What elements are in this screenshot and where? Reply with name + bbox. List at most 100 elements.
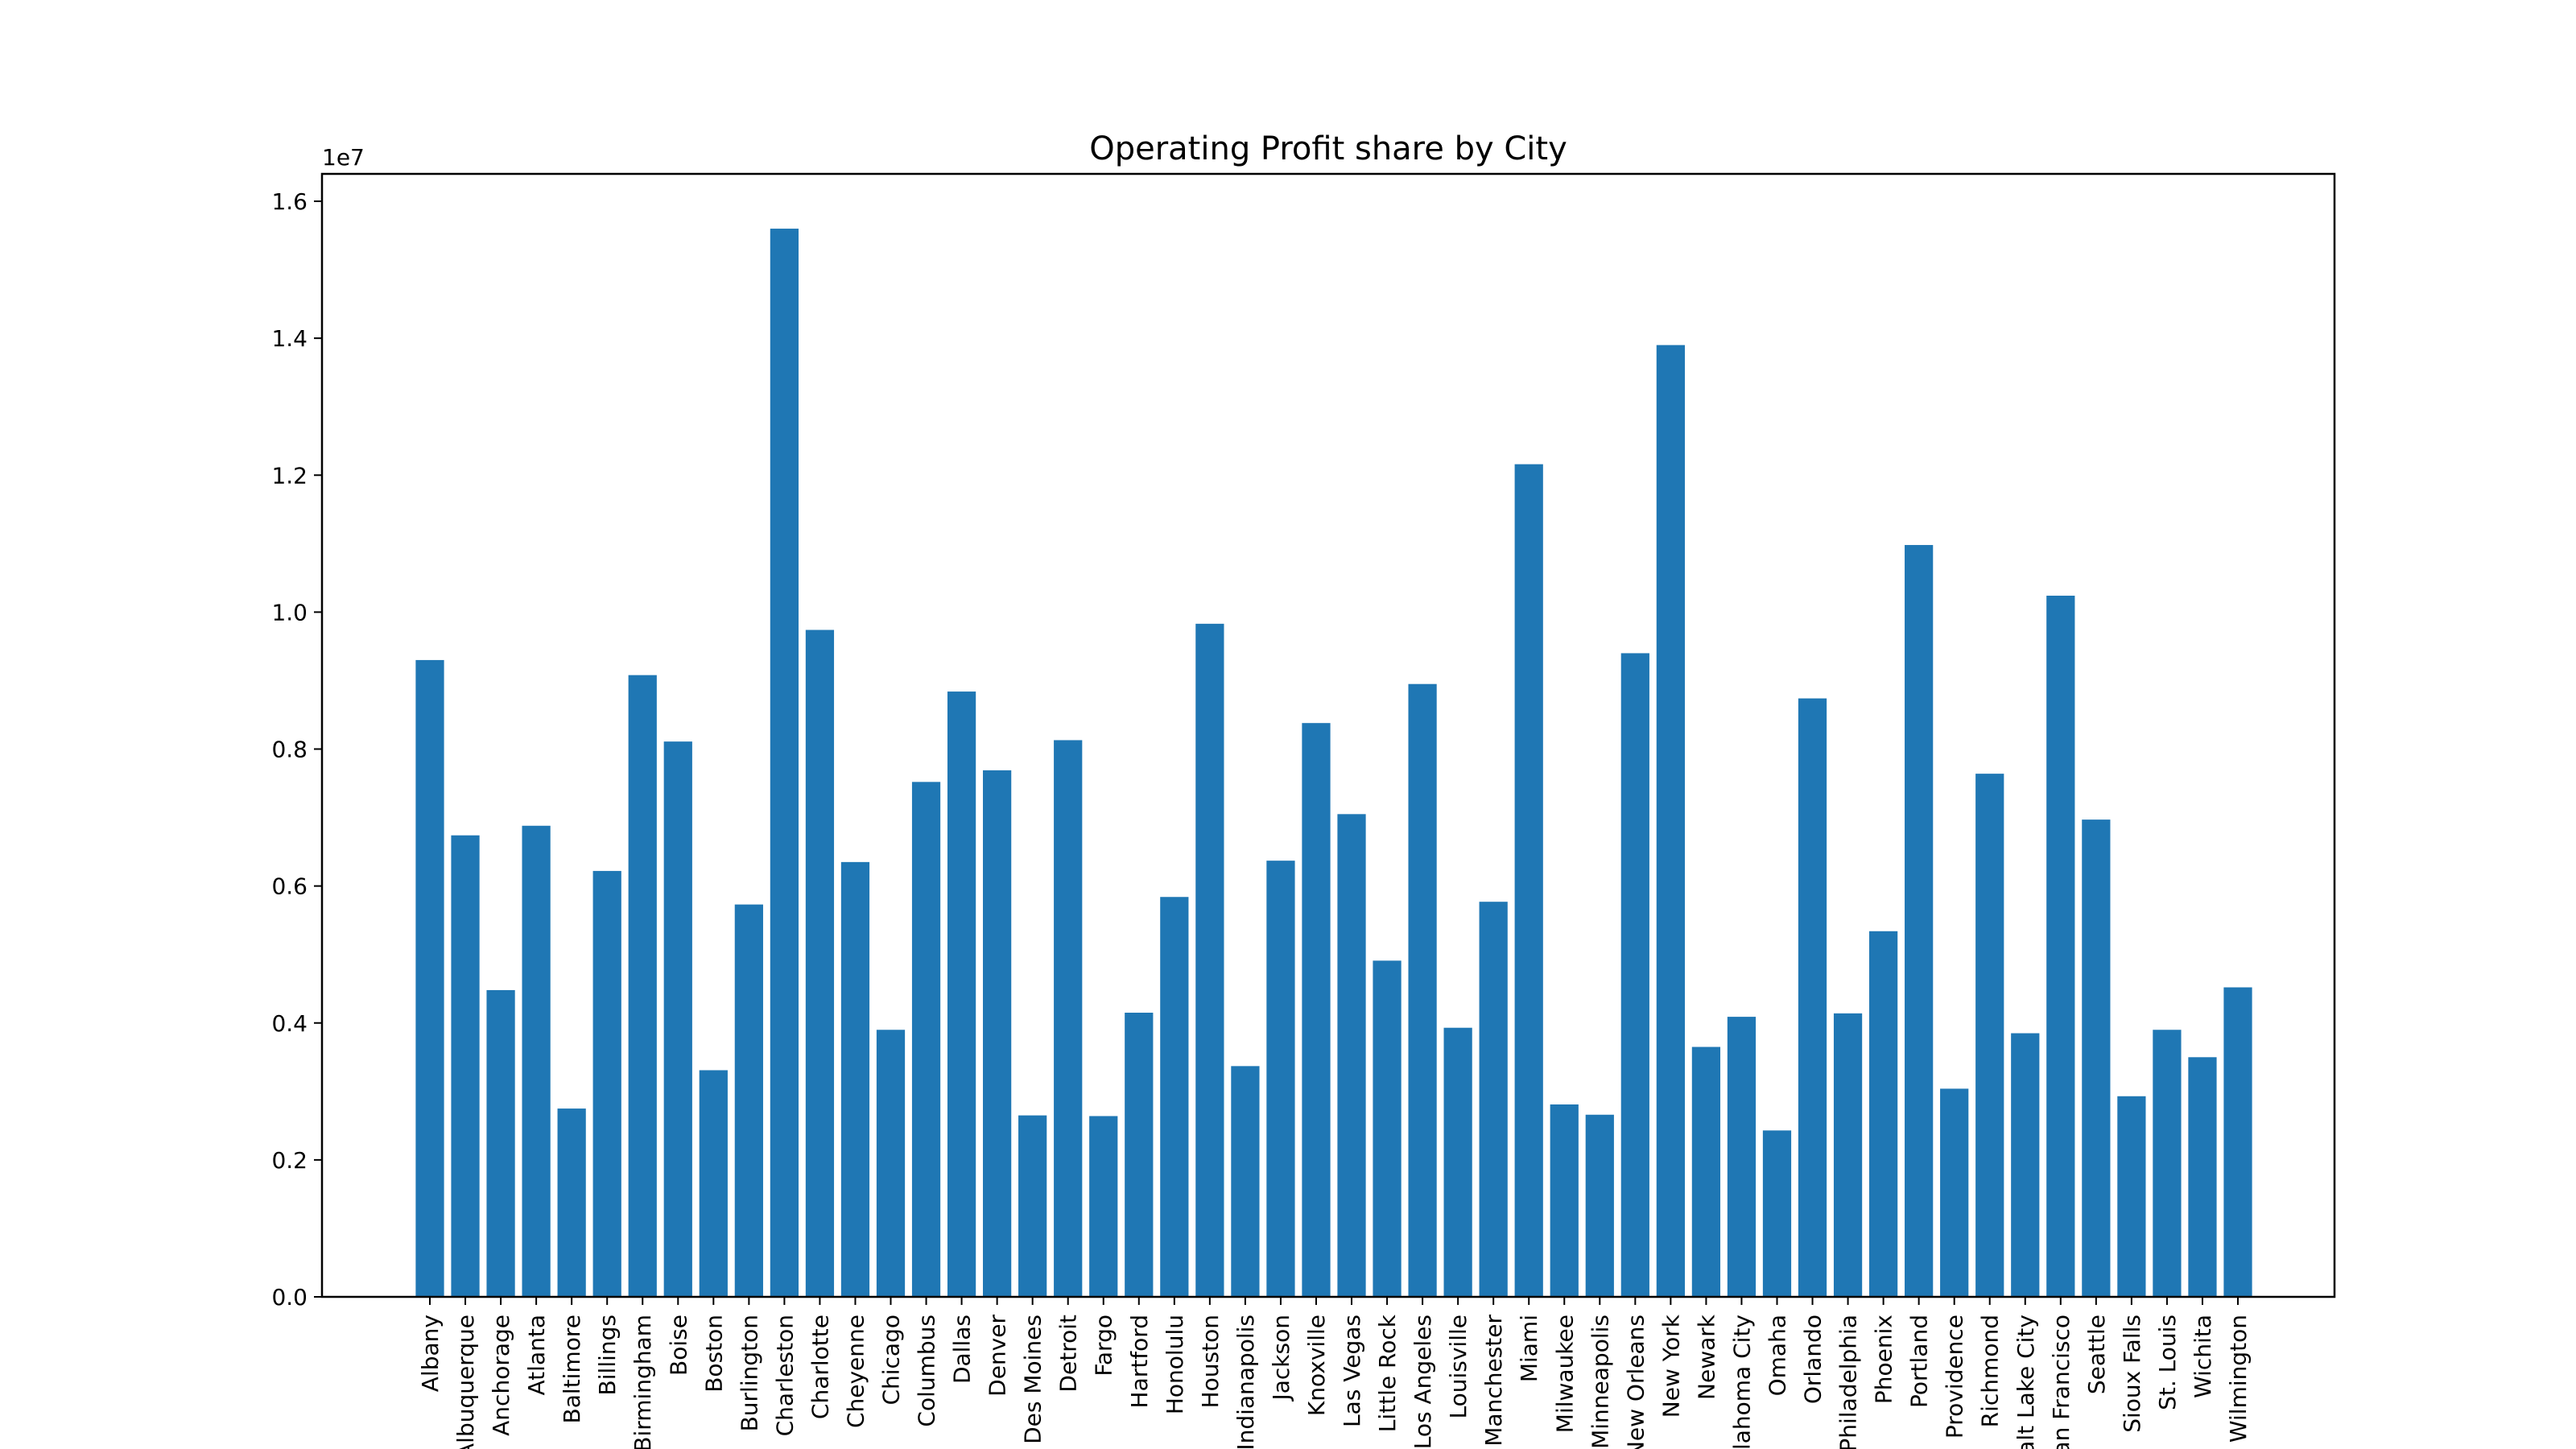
bar (911, 782, 941, 1297)
x-tick-label: Billings (594, 1315, 621, 1395)
bar (1266, 861, 1295, 1297)
x-tick-label: Dallas (949, 1315, 976, 1384)
bar (1408, 683, 1437, 1297)
bar (1479, 902, 1508, 1297)
x-tick-label: Miami (1516, 1315, 1542, 1382)
x-tick-label: Little Rock (1374, 1314, 1401, 1432)
x-tick-label: Honolulu (1162, 1315, 1188, 1414)
y-axis: 0.0 0.2 0.4 0.6 0.8 1.0 1.2 1.4 1.6 (271, 188, 322, 1311)
bar (699, 1070, 728, 1297)
bar (628, 675, 657, 1297)
bar (1762, 1130, 1792, 1297)
bar (1337, 814, 1366, 1297)
bar (1975, 774, 2004, 1297)
x-tick-label: Burlington (736, 1315, 762, 1431)
bar (1833, 1013, 1863, 1297)
x-tick-label: Detroit (1055, 1315, 1082, 1393)
x-tick-label: Albany (417, 1315, 444, 1392)
bar (1727, 1017, 1757, 1297)
bar (2223, 987, 2252, 1297)
y-tick-label: 0.2 (271, 1147, 308, 1174)
x-tick-label: Houston (1197, 1315, 1224, 1408)
bar (1089, 1116, 1118, 1297)
bar (1550, 1104, 1579, 1297)
bar (451, 835, 480, 1297)
x-tick-label: Birmingham (630, 1315, 656, 1449)
bar (1018, 1115, 1047, 1297)
bar (1054, 740, 1083, 1297)
bar (947, 691, 976, 1297)
x-tick-label: Columbus (914, 1315, 940, 1427)
bar (1160, 897, 1189, 1297)
x-tick-label: Phoenix (1871, 1315, 1897, 1404)
bar (840, 861, 870, 1297)
x-tick-label: Los Angeles (1410, 1315, 1436, 1449)
x-tick-label: Knoxville (1303, 1315, 1330, 1416)
bar (522, 825, 551, 1297)
plot-area-frame (320, 172, 2336, 1298)
x-tick-label: Denver (985, 1315, 1011, 1397)
bar (557, 1108, 586, 1297)
x-tick-label: Seattle (2083, 1315, 2110, 1394)
y-tick-label: 1.6 (271, 188, 308, 215)
bar (2082, 819, 2111, 1298)
x-tick-label: Omaha (1764, 1315, 1790, 1396)
x-tick-label: St. Louis (2154, 1315, 2181, 1410)
x-tick-label: Manchester (1480, 1315, 1507, 1447)
bar (592, 870, 621, 1297)
x-tick-label: Minneapolis (1587, 1315, 1613, 1449)
bar (1691, 1046, 1721, 1297)
y-tick-label: 0.6 (271, 873, 308, 900)
x-tick-label: Wichita (2190, 1315, 2216, 1398)
bar (1905, 545, 1934, 1297)
bar (486, 989, 515, 1297)
x-tick-label: Baltimore (559, 1315, 585, 1423)
y-tick-label: 0.0 (271, 1284, 308, 1311)
x-tick-label: Portland (1906, 1315, 1933, 1408)
bar (2117, 1096, 2146, 1297)
y-axis-scale-note: 1e7 (322, 144, 365, 171)
x-tick-label: Milwaukee (1551, 1315, 1578, 1433)
bars-group (415, 229, 2252, 1298)
bar (1231, 1066, 1260, 1297)
x-tick-label: Albuquerque (452, 1315, 479, 1449)
x-tick-label: Sioux Falls (2119, 1315, 2145, 1433)
x-tick-label: Anchorage (488, 1315, 514, 1436)
bar (805, 630, 835, 1297)
bar (1443, 1027, 1472, 1297)
x-tick-label: Newark (1693, 1314, 1719, 1400)
bar (1798, 698, 1827, 1297)
bar (2011, 1033, 2040, 1297)
bar (1585, 1114, 1614, 1297)
y-tick-label: 1.2 (271, 462, 308, 489)
x-tick-label: Providence (1942, 1315, 1968, 1439)
x-axis: Albany Albuquerque Anchorage Atlanta Baltimo… (417, 1297, 2252, 1449)
x-tick-label: San Francisco (2048, 1315, 2074, 1449)
bar (1656, 345, 1685, 1297)
x-tick-label: Philadelphia (1835, 1315, 1862, 1449)
x-tick-label: Fargo (1091, 1315, 1117, 1377)
x-tick-label: Charlotte (807, 1315, 833, 1419)
bar (1868, 931, 1898, 1297)
x-tick-label: Cheyenne (842, 1315, 869, 1428)
y-tick-label: 0.8 (271, 737, 308, 763)
x-tick-label: Orlando (1800, 1315, 1827, 1404)
bar (1125, 1013, 1154, 1297)
bar (1514, 464, 1543, 1298)
x-tick-label: Charleston (771, 1315, 798, 1436)
x-tick-label: Atlanta (523, 1315, 550, 1395)
x-tick-label: Des Moines (1020, 1315, 1046, 1444)
bar (983, 770, 1012, 1297)
bar (1302, 723, 1331, 1297)
bar (415, 659, 444, 1297)
bar (1195, 623, 1224, 1297)
bar (663, 741, 692, 1297)
x-tick-label: Louisville (1445, 1315, 1472, 1419)
bar (1940, 1088, 1969, 1297)
x-tick-label: Jackson (1268, 1315, 1294, 1402)
x-tick-label: Indianapolis (1232, 1315, 1259, 1449)
x-tick-label: Boston (700, 1315, 727, 1393)
bar (2046, 595, 2075, 1297)
x-tick-label: Oklahoma City (1728, 1315, 1755, 1449)
